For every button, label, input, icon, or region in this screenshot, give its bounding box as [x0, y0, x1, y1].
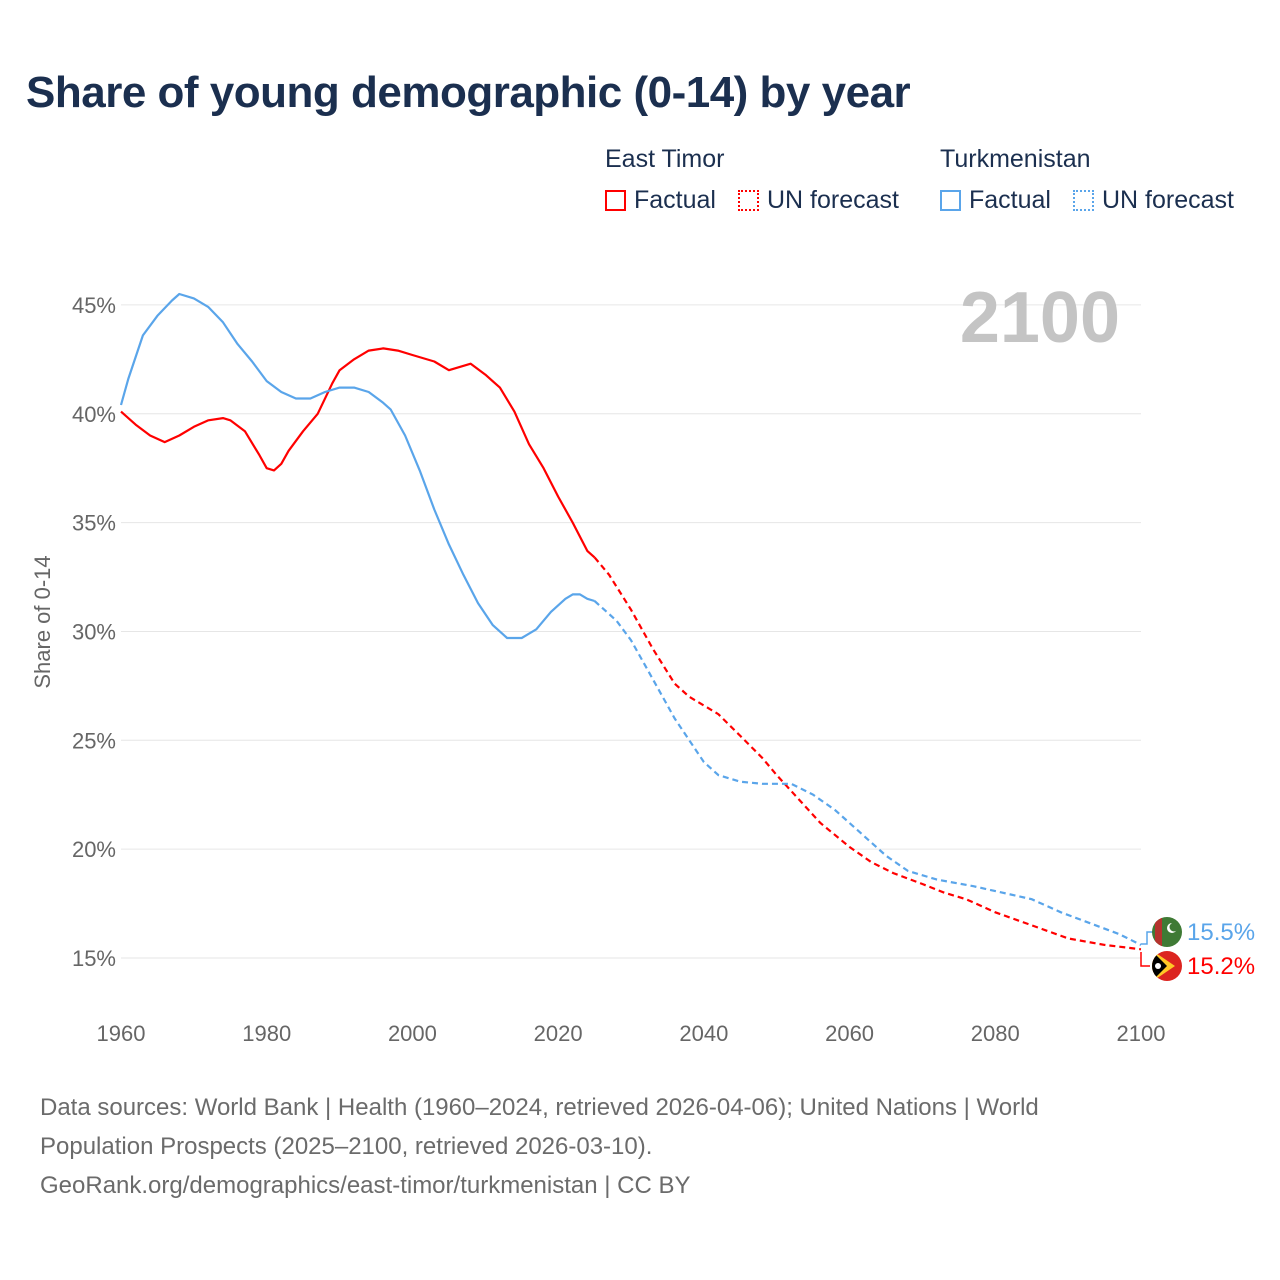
series-line-east-timor-forecast — [593, 556, 1142, 951]
footer: Data sources: World Bank | Health (1960–… — [40, 1088, 1220, 1205]
legend-turkmenistan-factual[interactable]: Factual — [940, 186, 1051, 215]
legend-swatch-dotted — [738, 190, 759, 211]
leader-line-east-timor — [1140, 952, 1150, 967]
series-line-turkmenistan-forecast — [593, 600, 1142, 946]
end-label-turkmenistan: 15.5% — [1187, 919, 1255, 946]
line-chart: 15% 20% 25% 30% 35% 40% 45% 1960 1980 2000 2020 204… — [30, 278, 1255, 1046]
end-label-east-timor: 15.2% — [1187, 953, 1255, 980]
y-tick-label: 35% — [72, 511, 116, 536]
y-tick-label: 20% — [72, 837, 116, 862]
x-tick-label: 2080 — [971, 1021, 1020, 1046]
legend-east-timor-forecast[interactable]: UN forecast — [738, 186, 899, 215]
y-tick-label: 30% — [72, 619, 116, 644]
chart-title: Share of young demographic (0-14) by yea… — [26, 68, 911, 117]
y-tick-label: 15% — [72, 946, 116, 971]
legend-label: Factual — [634, 186, 716, 214]
legend-label: UN forecast — [767, 186, 899, 214]
turkmenistan-flag-icon — [1152, 917, 1182, 947]
legend-turkmenistan-forecast[interactable]: UN forecast — [1073, 186, 1234, 215]
x-tick-label: 1960 — [97, 1021, 146, 1046]
footer-source-line: Data sources: World Bank | Health (1960–… — [40, 1094, 1039, 1121]
x-tick-label: 2000 — [388, 1021, 437, 1046]
series-line-east-timor-factual — [120, 347, 596, 559]
year-display: 2100 — [960, 278, 1120, 358]
footer-source-line: Population Prospects (2025–2100, retriev… — [40, 1133, 653, 1160]
x-tick-label: 2060 — [825, 1021, 874, 1046]
x-tick-label: 2100 — [1117, 1021, 1166, 1046]
x-tick-label: 2020 — [534, 1021, 583, 1046]
y-tick-label: 25% — [72, 728, 116, 753]
x-tick-label: 2040 — [679, 1021, 728, 1046]
footer-link[interactable]: GeoRank.org/demographics/east-timor/turk… — [40, 1172, 691, 1199]
x-tick-label: 1980 — [242, 1021, 291, 1046]
legend-swatch-solid — [940, 190, 961, 211]
legend-swatch-dotted — [1073, 190, 1094, 211]
series-line-turkmenistan-factual — [119, 292, 595, 640]
legend-label: UN forecast — [1102, 186, 1234, 214]
legend-group-turkmenistan: Turkmenistan — [940, 145, 1091, 173]
legend-group-east-timor: East Timor — [605, 145, 725, 173]
legend-label: Factual — [969, 186, 1051, 214]
y-tick-label: 40% — [72, 402, 116, 427]
legend-swatch-solid — [605, 190, 626, 211]
east-timor-flag-icon — [1152, 951, 1182, 981]
y-tick-label: 45% — [72, 293, 116, 318]
legend-east-timor-factual[interactable]: Factual — [605, 186, 716, 215]
y-axis-label: Share of 0-14 — [30, 555, 55, 688]
leader-line-turkmenistan — [1141, 931, 1154, 945]
